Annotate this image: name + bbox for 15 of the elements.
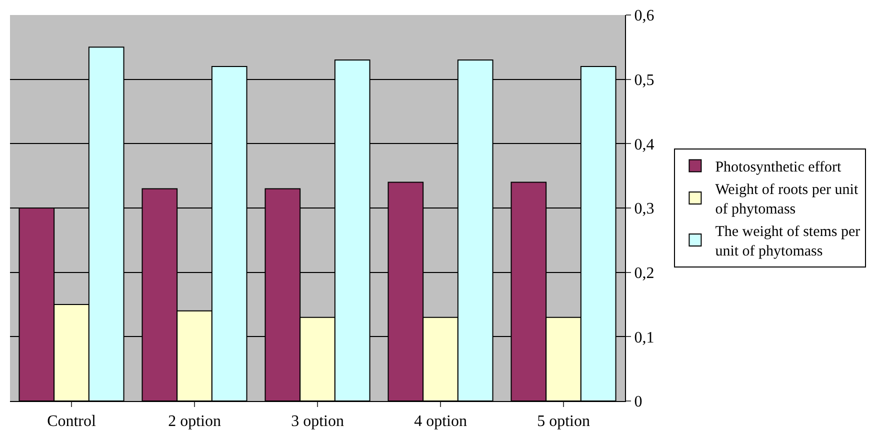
legend-label: Weight of roots per unit of phytomass — [715, 182, 859, 218]
x-tick-label: 3 option — [291, 413, 344, 430]
y-tick-label: 0,4 — [634, 136, 654, 154]
legend-label: Photosynthetic effort — [715, 160, 842, 176]
y-tick-label: 0,2 — [634, 264, 654, 282]
x-tick-label: Control — [47, 413, 96, 430]
x-tick-label: 2 option — [168, 413, 221, 430]
y-tick-label: 0,1 — [634, 329, 654, 346]
legend-label: The weight of stems per unit of phytomass — [715, 224, 860, 260]
x-tick-label: 5 option — [537, 413, 590, 430]
y-tick-label: 0,5 — [634, 72, 654, 89]
y-tick-label: 0 — [634, 394, 642, 411]
y-tick-label: 0,3 — [634, 200, 654, 218]
y-tick-label: 0,6 — [634, 8, 654, 25]
x-tick-label: 4 option — [414, 413, 467, 430]
